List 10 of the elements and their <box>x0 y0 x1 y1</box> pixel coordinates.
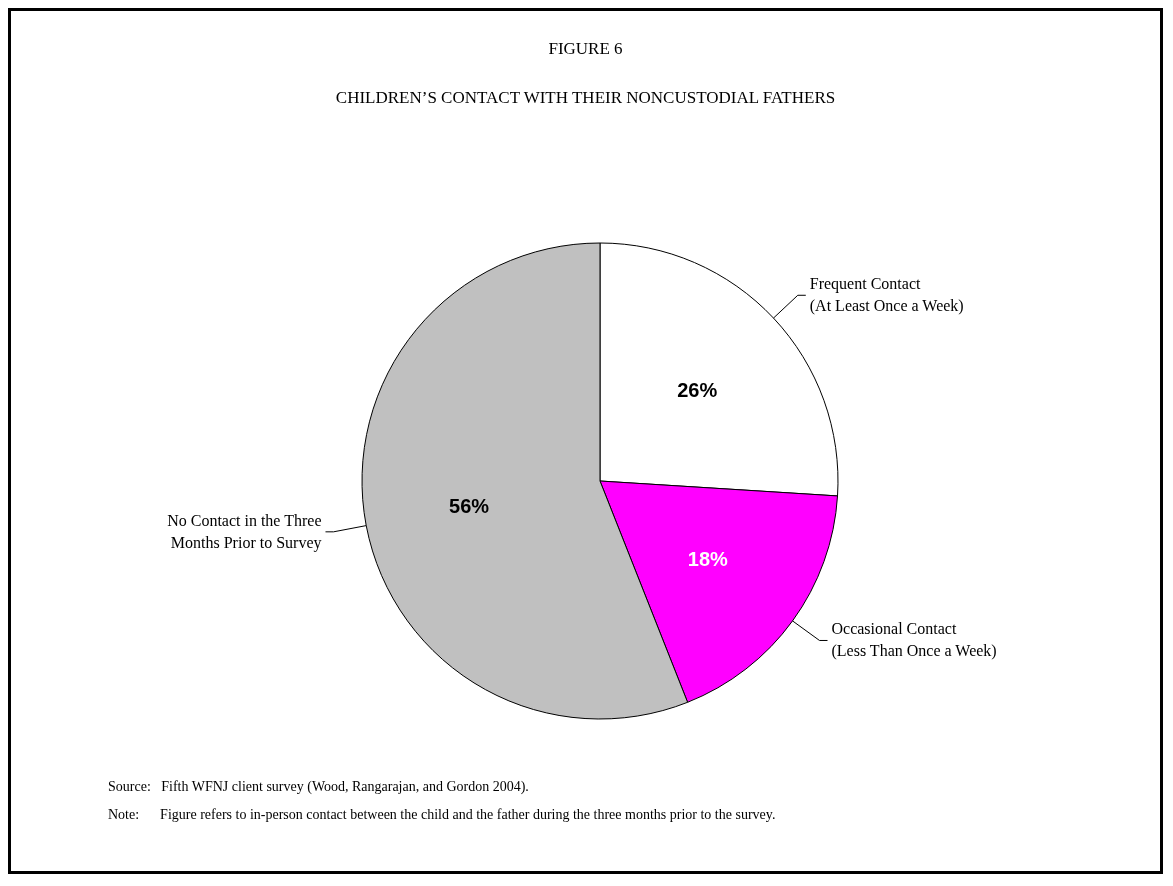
slice-label: Frequent Contact (At Least Once a Week) <box>809 275 964 316</box>
slice-label: Occasional Contact (Less Than Once a Week) <box>831 620 997 661</box>
data-label: 26% <box>677 378 718 401</box>
data-label: 18% <box>687 548 729 571</box>
text: Note: Figure refers to in-person contact between the child and the father during the three months prior to the survey. <box>108 807 777 823</box>
chart-subtitle: CHILDREN’S CONTACT WITH THEIR NONCUSTODIAL FATHERS <box>334 88 837 108</box>
source-note: Source: Fifth WFNJ client survey (Wood, Rangarajan, and Gordon 2004). <box>108 779 530 795</box>
slice-label: No Contact in the Three Months Prior to Survey <box>167 511 322 552</box>
data-label: 56% <box>449 494 490 517</box>
chart-title: FIGURE 6 <box>547 39 624 59</box>
